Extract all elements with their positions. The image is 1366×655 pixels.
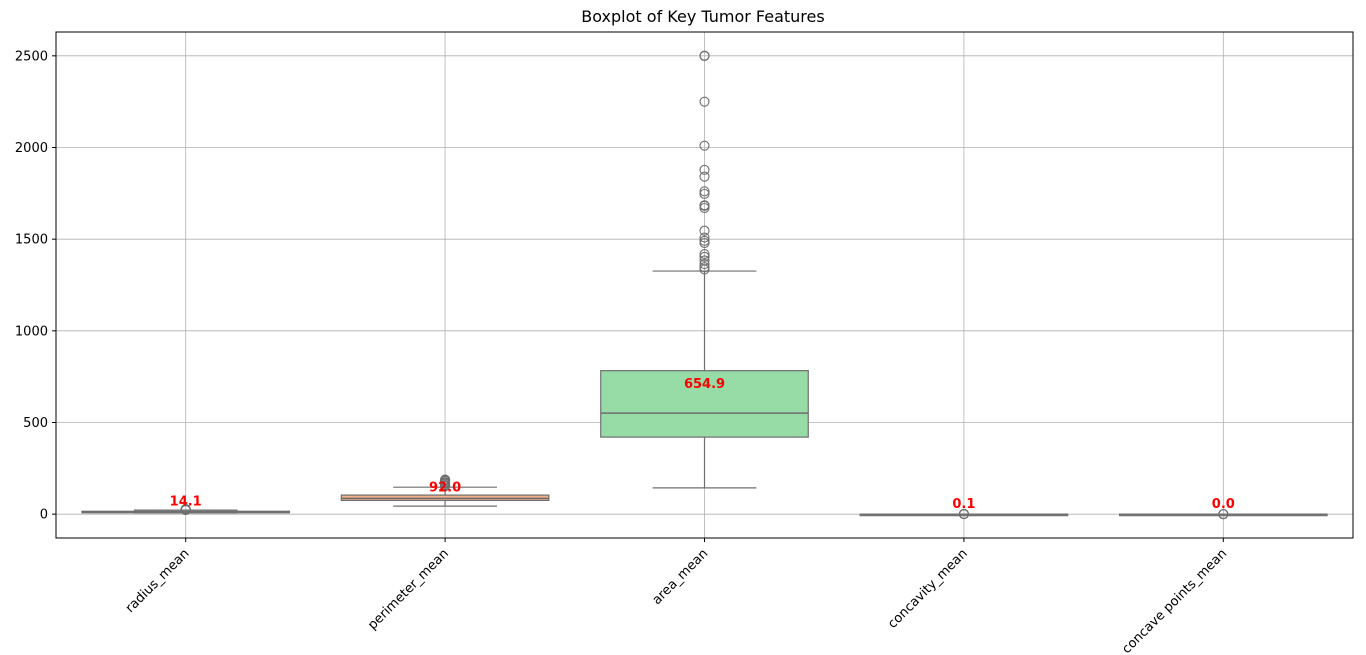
x-tick-label: concavity_mean — [885, 546, 971, 632]
mean-annotation: 14.1 — [170, 495, 202, 510]
box-group-concavity-mean — [859, 509, 1069, 520]
chart-title: Boxplot of Key Tumor Features — [581, 7, 824, 26]
outlier-point — [699, 248, 710, 260]
mean-annotation: 0.0 — [1212, 497, 1235, 512]
outlier-point — [699, 96, 710, 107]
outlier-point — [180, 503, 191, 515]
box-group-perimeter-mean — [340, 474, 550, 507]
outlier-point — [699, 255, 710, 266]
x-tick-label: concave points_mean — [1119, 546, 1230, 655]
outlier-point — [699, 262, 710, 273]
outlier-point — [699, 171, 710, 182]
outlier-point — [699, 251, 710, 262]
outlier-point — [699, 200, 710, 211]
y-tick-label: 500 — [23, 416, 48, 431]
x-tick-label: radius_mean — [123, 546, 193, 616]
outlier-point — [699, 164, 710, 175]
outlier-point — [699, 188, 710, 199]
mean-annotation: 0.1 — [952, 497, 975, 512]
x-tick-label: perimeter_mean — [365, 546, 452, 633]
outlier-point — [958, 509, 969, 520]
box-group-radius-mean — [81, 503, 291, 516]
outlier-point — [699, 140, 710, 151]
outlier-point — [699, 235, 710, 246]
outlier-point — [699, 225, 710, 236]
box-group-area-mean — [600, 50, 809, 489]
y-tick-label: 2000 — [15, 141, 48, 156]
x-tick-label: area_mean — [650, 546, 712, 608]
box-group-concave-points-mean — [1118, 509, 1328, 520]
outlier-point — [440, 474, 451, 485]
y-tick-label: 1000 — [15, 324, 48, 339]
outlier-point — [1218, 509, 1229, 520]
outlier-point — [699, 259, 710, 270]
outlier-point — [699, 232, 710, 243]
mean-annotation: 654.9 — [684, 377, 725, 392]
iqr-box — [600, 370, 809, 438]
outlier-point — [699, 186, 710, 197]
y-tick-label: 2500 — [15, 49, 48, 64]
y-tick-label: 0 — [40, 508, 48, 523]
y-tick-label: 1500 — [15, 233, 48, 248]
mean-annotation: 92.0 — [429, 480, 461, 495]
outlier-point — [699, 50, 710, 61]
